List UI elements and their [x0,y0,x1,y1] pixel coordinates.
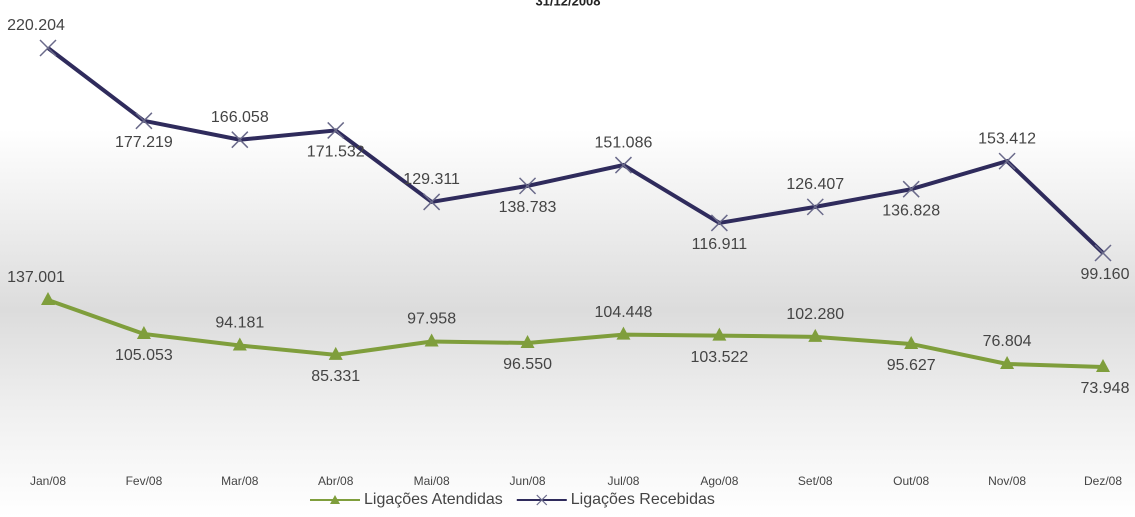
data-label: 171.532 [307,144,365,161]
legend-marker [330,495,340,504]
marker [39,39,57,57]
data-label: 137.001 [7,269,65,286]
x-tick-label: Dez/08 [1084,474,1122,488]
marker [808,328,823,342]
data-label: 166.058 [211,109,269,126]
x-tick-label: Mai/08 [414,474,450,488]
data-label: 138.783 [499,199,557,216]
marker [423,193,441,211]
x-tick-label: Fev/08 [126,474,163,488]
marker [902,180,920,198]
chart-title: 31/12/2008 [535,0,600,8]
marker [136,325,151,339]
marker [424,333,439,347]
marker [904,335,919,349]
data-label: 96.550 [503,356,552,373]
marker [519,177,537,195]
legend-marker [536,494,548,506]
legend-label: Ligações Recebidas [571,491,715,508]
data-label: 105.053 [115,347,173,364]
data-label: 220.204 [7,17,65,34]
x-tick-label: Set/08 [798,474,833,488]
x-tick-label: Ago/08 [700,474,738,488]
data-label: 177.219 [115,134,173,151]
x-tick-label: Out/08 [893,474,929,488]
data-label: 85.331 [311,368,360,385]
data-label: 116.911 [692,236,748,253]
marker [1094,244,1112,262]
x-tick-label: Abr/08 [318,474,354,488]
data-label: 102.280 [786,306,844,323]
marker [327,121,345,139]
marker [135,112,153,130]
data-label: 95.627 [887,357,936,374]
data-label: 99.160 [1081,266,1130,283]
marker [231,131,249,149]
data-label: 136.828 [882,202,940,219]
data-label: 97.958 [407,311,456,328]
marker [1096,359,1110,372]
data-label: 153.412 [978,130,1036,147]
marker [41,292,55,305]
marker [1000,355,1015,369]
x-tick-label: Jun/08 [510,474,546,488]
x-tick-label: Nov/08 [988,474,1026,488]
x-tick-label: Mar/08 [221,474,259,488]
x-tick-label: Jul/08 [607,474,639,488]
data-label: 73.948 [1081,380,1130,397]
x-tick-label: Jan/08 [30,474,66,488]
data-label: 129.311 [403,171,460,188]
marker [712,327,727,341]
data-label: 104.448 [595,304,653,321]
marker [232,337,247,351]
data-label: 126.407 [786,176,844,193]
marker [998,152,1016,170]
data-label: 103.522 [690,349,748,366]
marker [520,334,535,348]
marker [614,156,632,174]
marker [616,326,631,340]
series-line [47,298,1104,369]
data-label: 151.086 [595,134,653,151]
data-label: 94.181 [215,315,264,332]
marker [806,198,824,216]
data-label: 76.804 [983,333,1032,350]
legend-label: Ligações Atendidas [364,491,503,508]
marker [710,214,728,232]
series-line [46,46,1105,255]
marker [328,346,343,360]
